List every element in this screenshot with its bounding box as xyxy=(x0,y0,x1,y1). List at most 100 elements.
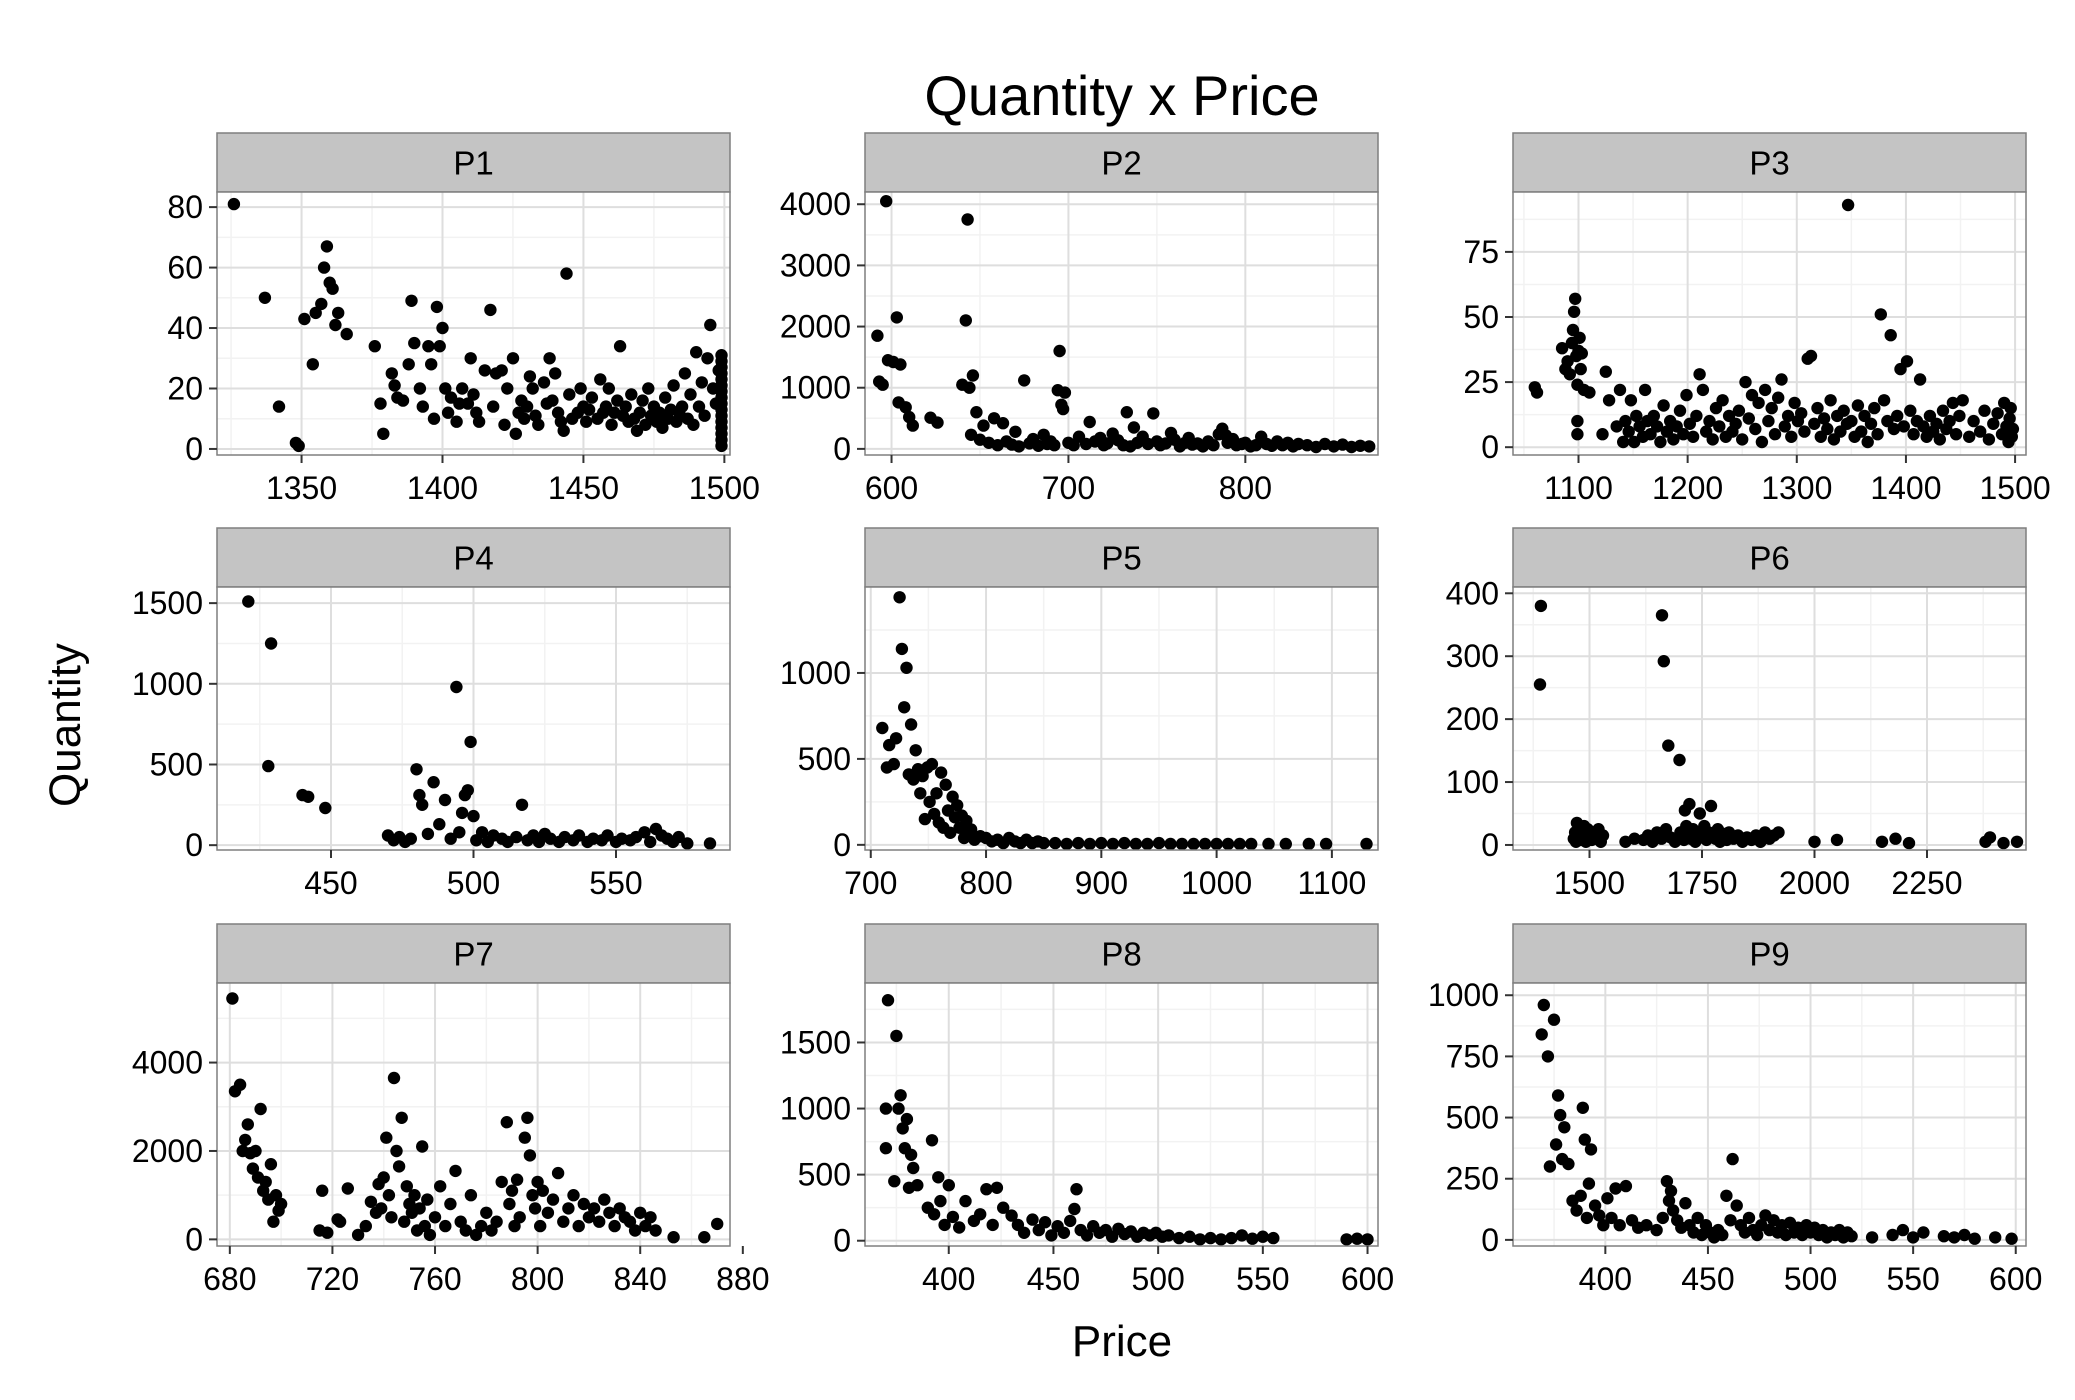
data-point xyxy=(574,382,587,395)
data-points xyxy=(879,994,1374,1246)
data-point xyxy=(405,294,418,307)
data-point xyxy=(1340,1233,1353,1246)
data-point xyxy=(1936,404,1950,417)
data-point xyxy=(946,1210,960,1224)
y-tick-label: 50 xyxy=(1463,299,1499,335)
data-point xyxy=(1152,836,1166,850)
data-point xyxy=(1596,829,1610,842)
data-point xyxy=(518,412,531,425)
x-tick-label: 1300 xyxy=(1761,470,1832,506)
data-point xyxy=(879,1102,893,1115)
data-point xyxy=(560,267,573,280)
data-point xyxy=(927,1208,941,1221)
data-point xyxy=(1048,439,1061,452)
data-point xyxy=(359,1219,372,1233)
data-point xyxy=(1726,1152,1739,1166)
data-point xyxy=(644,835,657,849)
data-point xyxy=(681,837,694,850)
data-point xyxy=(1549,1138,1563,1151)
y-tick-label: 0 xyxy=(833,1223,851,1259)
data-point xyxy=(1302,837,1315,850)
data-point xyxy=(480,1206,493,1220)
data-point xyxy=(914,787,927,800)
panel-grid xyxy=(865,983,1378,1246)
data-point xyxy=(986,1218,999,1232)
data-point xyxy=(923,795,936,809)
data-points xyxy=(876,591,1373,850)
data-point xyxy=(890,311,903,324)
data-point xyxy=(227,197,241,211)
data-point xyxy=(551,1166,565,1180)
data-point xyxy=(461,784,474,797)
data-points xyxy=(227,197,728,453)
facet-strip-label: P3 xyxy=(1749,145,1789,182)
data-point xyxy=(1933,433,1947,446)
data-point xyxy=(925,757,939,771)
y-tick-label: 1500 xyxy=(780,1024,851,1060)
data-point xyxy=(1106,837,1120,850)
data-point xyxy=(1680,388,1693,402)
data-point xyxy=(377,1171,390,1184)
data-point xyxy=(684,388,697,401)
data-point xyxy=(1279,837,1292,850)
data-point xyxy=(1083,415,1096,429)
data-point xyxy=(904,1148,918,1162)
data-point xyxy=(1095,836,1108,850)
data-point xyxy=(1210,837,1223,850)
data-point xyxy=(1657,399,1670,412)
x-tick-label: 800 xyxy=(959,865,1012,901)
data-point xyxy=(593,1215,606,1228)
y-tick-label: 0 xyxy=(1481,827,1499,863)
data-point xyxy=(970,406,983,419)
data-point xyxy=(1956,394,1969,407)
data-point xyxy=(644,1211,657,1224)
data-point xyxy=(893,591,906,604)
data-point xyxy=(959,1194,972,1208)
y-axis-title: Quantity xyxy=(41,643,90,807)
data-point xyxy=(1742,412,1756,425)
facet-panel-p8: P8 400 450 500 550 600 0 500 1000 1500 xyxy=(780,923,1394,1297)
x-tick-label: 550 xyxy=(1886,1261,1939,1297)
data-point xyxy=(1703,414,1716,428)
data-point xyxy=(996,417,1010,430)
data-point xyxy=(434,1180,447,1193)
data-point xyxy=(416,1140,429,1153)
data-point xyxy=(536,1184,549,1197)
facet-strip-label: P1 xyxy=(453,145,493,182)
x-tick-label: 500 xyxy=(1784,1261,1837,1297)
data-point xyxy=(543,352,556,365)
data-point xyxy=(396,394,410,407)
data-point xyxy=(1613,1219,1626,1232)
data-point xyxy=(951,799,964,812)
facet-panel-p3: P3 1100 1200 1300 1400 1500 0 25 50 75 xyxy=(1463,132,2051,506)
data-point xyxy=(888,1175,901,1188)
data-point xyxy=(1582,1177,1596,1190)
data-point xyxy=(1772,826,1785,839)
y-tick-label: 500 xyxy=(150,746,203,782)
data-point xyxy=(894,358,907,371)
data-point xyxy=(467,809,480,823)
data-point xyxy=(900,1112,914,1126)
panel-background xyxy=(865,983,1378,1246)
data-point xyxy=(1755,435,1769,449)
data-point xyxy=(1855,425,1868,438)
y-tick-label: 0 xyxy=(833,431,851,467)
data-point xyxy=(501,382,514,395)
data-point xyxy=(1742,1211,1756,1225)
data-point xyxy=(495,364,508,377)
data-point xyxy=(1691,1211,1704,1225)
data-point xyxy=(1584,1143,1598,1156)
x-tick-label: 840 xyxy=(614,1261,667,1297)
x-tick-label: 1100 xyxy=(1544,470,1613,506)
data-point xyxy=(1187,837,1200,850)
data-point xyxy=(1841,198,1855,212)
data-point xyxy=(1541,1050,1555,1063)
data-point xyxy=(510,830,523,844)
data-point xyxy=(1865,1231,1879,1244)
data-point xyxy=(1551,1089,1565,1102)
data-point xyxy=(1619,1179,1633,1193)
data-point xyxy=(464,352,477,365)
data-point xyxy=(990,1181,1004,1195)
facet-strip-label: P2 xyxy=(1101,145,1141,182)
data-point xyxy=(453,397,466,410)
